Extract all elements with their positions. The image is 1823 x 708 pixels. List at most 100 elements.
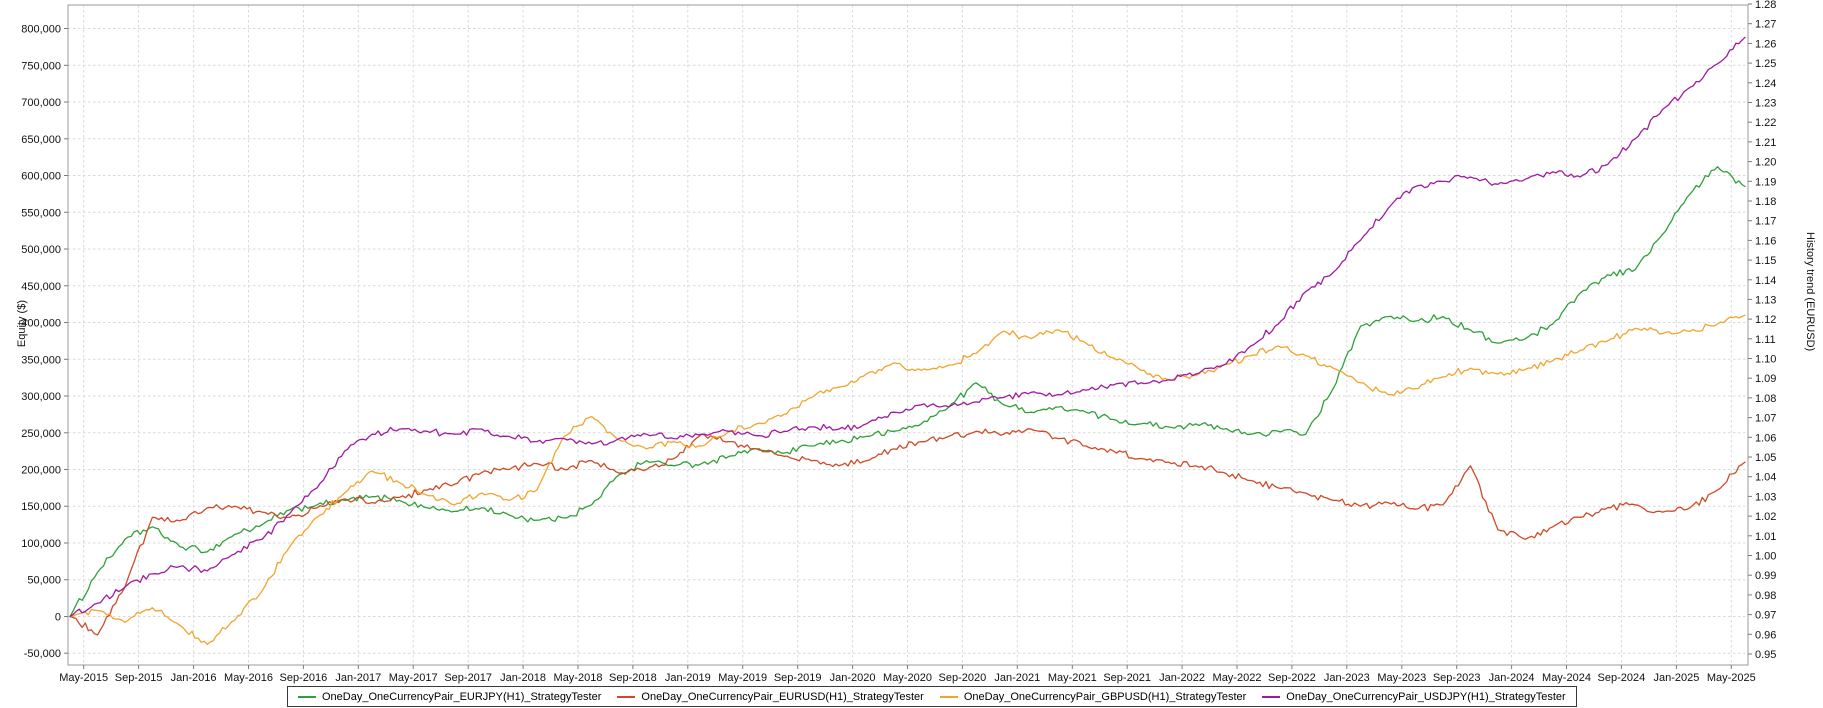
y-left-tick-label: 350,000 xyxy=(21,354,61,366)
y-left-tick-label: -50,000 xyxy=(24,648,61,660)
x-tick-label: Jan-2022 xyxy=(1159,672,1205,684)
y-left-tick-label: 700,000 xyxy=(21,97,61,109)
right-axis-title: History trend (EURUSD) xyxy=(1804,232,1816,352)
y-right-tick-label: 0.98 xyxy=(1755,590,1776,602)
x-tick-label: Jan-2025 xyxy=(1653,672,1699,684)
y-right-tick-label: 1.25 xyxy=(1755,58,1776,70)
y-right-tick-label: 1.09 xyxy=(1755,373,1776,385)
x-tick-label: May-2021 xyxy=(1048,672,1097,684)
legend-item-gbpusd: OneDay_OneCurrencyPair_GBPUSD(H1)_Strate… xyxy=(939,690,1247,703)
y-left-tick-label: 0 xyxy=(55,612,61,624)
x-tick-label: Sep-2024 xyxy=(1598,672,1646,684)
y-left-tick-label: 200,000 xyxy=(21,465,61,477)
legend-label: OneDay_OneCurrencyPair_GBPUSD(H1)_Strate… xyxy=(963,690,1247,703)
x-tick-label: Sep-2022 xyxy=(1268,672,1316,684)
y-left-tick-label: 300,000 xyxy=(21,391,61,403)
x-tick-label: Sep-2017 xyxy=(444,672,492,684)
x-tick-label: Sep-2019 xyxy=(774,672,822,684)
y-right-tick-label: 1.02 xyxy=(1755,511,1776,523)
y-right-tick-label: 1.15 xyxy=(1755,255,1776,267)
x-tick-label: Jan-2020 xyxy=(830,672,876,684)
legend-label: OneDay_OneCurrencyPair_USDJPY(H1)_Strate… xyxy=(1286,690,1566,703)
x-tick-label: May-2023 xyxy=(1377,672,1426,684)
x-tick-label: May-2015 xyxy=(59,672,108,684)
y-left-tick-label: 250,000 xyxy=(21,428,61,440)
y-right-tick-label: 1.04 xyxy=(1755,472,1776,484)
y-right-tick-label: 1.03 xyxy=(1755,491,1776,503)
series-line-eurusd xyxy=(69,428,1746,636)
legend-item-usdjpy: OneDay_OneCurrencyPair_USDJPY(H1)_Strate… xyxy=(1262,690,1566,703)
y-right-tick-label: 1.27 xyxy=(1755,19,1776,31)
chart-canvas: May-2015 Sep-2015 Jan-2016 May-2016 Sep-2016… xyxy=(21,0,1776,684)
y-right-tick-label: 1.14 xyxy=(1755,275,1776,287)
y-right-tick-label: 1.18 xyxy=(1755,196,1776,208)
y-right-tick-label: 1.06 xyxy=(1755,432,1776,444)
y-right-tick-label: 1.11 xyxy=(1755,334,1776,346)
y-left-tick-label: 800,000 xyxy=(21,24,61,36)
legend-line-marker xyxy=(1262,695,1281,698)
legend-item-eurjpy: OneDay_OneCurrencyPair_EURJPY(H1)_Strate… xyxy=(298,691,601,703)
y-right-tick-label: 1.24 xyxy=(1755,78,1776,90)
y-right-tick-label: 1.10 xyxy=(1755,354,1776,366)
y-left-tick-label: 50,000 xyxy=(27,575,61,587)
y-right-tick-label: 1.19 xyxy=(1755,176,1776,188)
x-tick-label: Jan-2023 xyxy=(1324,672,1370,684)
y-left-tick-label: 150,000 xyxy=(21,501,61,513)
legend: OneDay_OneCurrencyPair_EURJPY(H1)_Strate… xyxy=(287,686,1577,707)
legend-item-eurusd: OneDay_OneCurrencyPair_EURUSD(H1)_Strate… xyxy=(617,690,924,703)
y-right-tick-label: 1.13 xyxy=(1755,294,1776,306)
y-left-tick-label: 600,000 xyxy=(21,171,61,183)
x-tick-label: Sep-2023 xyxy=(1433,672,1481,684)
y-left-tick-label: 500,000 xyxy=(21,244,61,256)
legend-label: OneDay_OneCurrencyPair_EURJPY(H1)_Strate… xyxy=(322,690,602,703)
y-right-tick-label: 1.08 xyxy=(1755,393,1776,405)
y-right-tick-label: 1.26 xyxy=(1755,38,1776,50)
y-left-tick-label: 550,000 xyxy=(21,207,61,219)
series-line-gbpusd xyxy=(69,314,1746,646)
x-tick-label: May-2017 xyxy=(389,672,438,684)
x-tick-label: May-2019 xyxy=(718,672,767,684)
y-right-tick-label: 0.96 xyxy=(1755,629,1776,641)
series-line-eurjpy xyxy=(69,166,1746,618)
x-tick-label: Sep-2018 xyxy=(609,672,657,684)
y-right-tick-label: 1.07 xyxy=(1755,413,1776,425)
legend-line-marker xyxy=(298,695,316,698)
x-tick-label: Jan-2019 xyxy=(665,672,711,684)
x-tick-label: May-2016 xyxy=(224,672,273,684)
y-right-tick-label: 1.28 xyxy=(1755,0,1776,11)
x-tick-label: Jan-2017 xyxy=(335,672,381,684)
x-tick-label: May-2020 xyxy=(883,672,932,684)
x-tick-label: Sep-2020 xyxy=(939,672,987,684)
x-tick-label: May-2018 xyxy=(554,672,603,684)
y-left-tick-label: 100,000 xyxy=(21,538,61,550)
x-tick-label: May-2024 xyxy=(1542,672,1591,684)
y-right-tick-label: 1.00 xyxy=(1755,551,1776,563)
y-right-tick-label: 1.21 xyxy=(1755,137,1776,149)
y-right-tick-label: 1.23 xyxy=(1755,98,1776,110)
y-right-tick-label: 1.01 xyxy=(1755,531,1776,543)
legend-line-marker xyxy=(617,695,636,698)
x-tick-label: Jan-2021 xyxy=(994,672,1040,684)
y-left-tick-label: 650,000 xyxy=(21,134,61,146)
x-tick-label: Sep-2015 xyxy=(115,672,163,684)
y-left-tick-label: 400,000 xyxy=(21,318,61,330)
x-tick-label: Jan-2018 xyxy=(500,672,546,684)
y-right-tick-label: 1.12 xyxy=(1755,314,1776,326)
x-tick-label: Jan-2016 xyxy=(171,672,217,684)
x-tick-label: May-2025 xyxy=(1707,672,1756,684)
y-right-tick-label: 0.95 xyxy=(1755,649,1776,661)
y-right-tick-label: 0.99 xyxy=(1755,570,1776,582)
x-tick-label: May-2022 xyxy=(1213,672,1262,684)
x-tick-label: Sep-2021 xyxy=(1103,672,1151,684)
left-axis-title: Equity ($) xyxy=(16,300,28,348)
series-line-usdjpy xyxy=(69,36,1746,618)
y-right-tick-label: 1.22 xyxy=(1755,117,1776,129)
y-right-tick-label: 0.97 xyxy=(1755,610,1776,622)
y-left-tick-label: 450,000 xyxy=(21,281,61,293)
legend-label: OneDay_OneCurrencyPair_EURUSD(H1)_Strate… xyxy=(641,690,924,703)
x-tick-label: Jan-2024 xyxy=(1489,672,1535,684)
y-left-tick-label: 750,000 xyxy=(21,60,61,72)
y-right-tick-label: 1.17 xyxy=(1755,216,1776,228)
legend-line-marker xyxy=(939,695,958,698)
